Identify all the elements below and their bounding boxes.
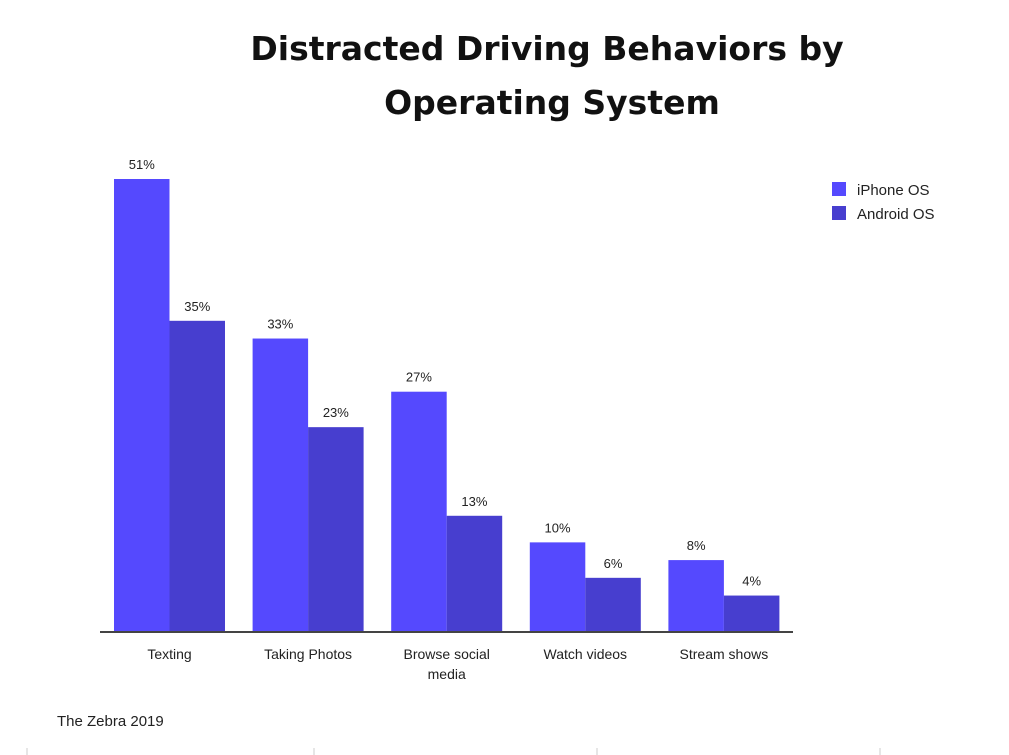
bar-iphone-3 [529,542,586,631]
legend-label-iphone: iPhone OS [857,182,930,199]
data-label: 23% [323,405,349,420]
data-label: 10% [545,520,571,535]
data-label: 35% [184,299,210,314]
legend-swatch-iphone [832,182,846,196]
bar-iphone-1 [252,338,309,631]
bar-android-2 [446,515,503,631]
data-label: 6% [604,556,623,571]
data-label: 4% [742,574,761,589]
data-label: 33% [267,317,293,332]
bar-iphone-4 [668,560,724,631]
bar-android-3 [585,577,641,631]
chart-title-line-1: Distracted Driving Behaviors by [250,29,843,68]
bar-android-0 [169,320,225,631]
bar-android-4 [723,595,780,631]
category-label: media [428,666,466,682]
category-label: Stream shows [680,646,769,662]
category-label: Taking Photos [264,646,352,662]
category-label: Browse social [404,646,490,662]
data-label: 27% [406,370,432,385]
source-note: The Zebra 2019 [57,713,164,730]
bar-iphone-0 [114,179,170,631]
bar-iphone-2 [391,391,447,631]
data-label: 13% [461,494,487,509]
legend-label-android: Android OS [857,206,935,223]
data-label: 8% [687,538,706,553]
bottom-ticks [26,748,881,755]
legend-swatch-android [832,206,846,220]
chart-title-line-2: Operating System [384,83,720,122]
category-label: Texting [147,646,191,662]
legend: iPhone OS Android OS [832,182,935,223]
bar-android-1 [308,427,364,631]
data-label: 51% [129,157,155,172]
category-label: Watch videos [544,646,628,662]
